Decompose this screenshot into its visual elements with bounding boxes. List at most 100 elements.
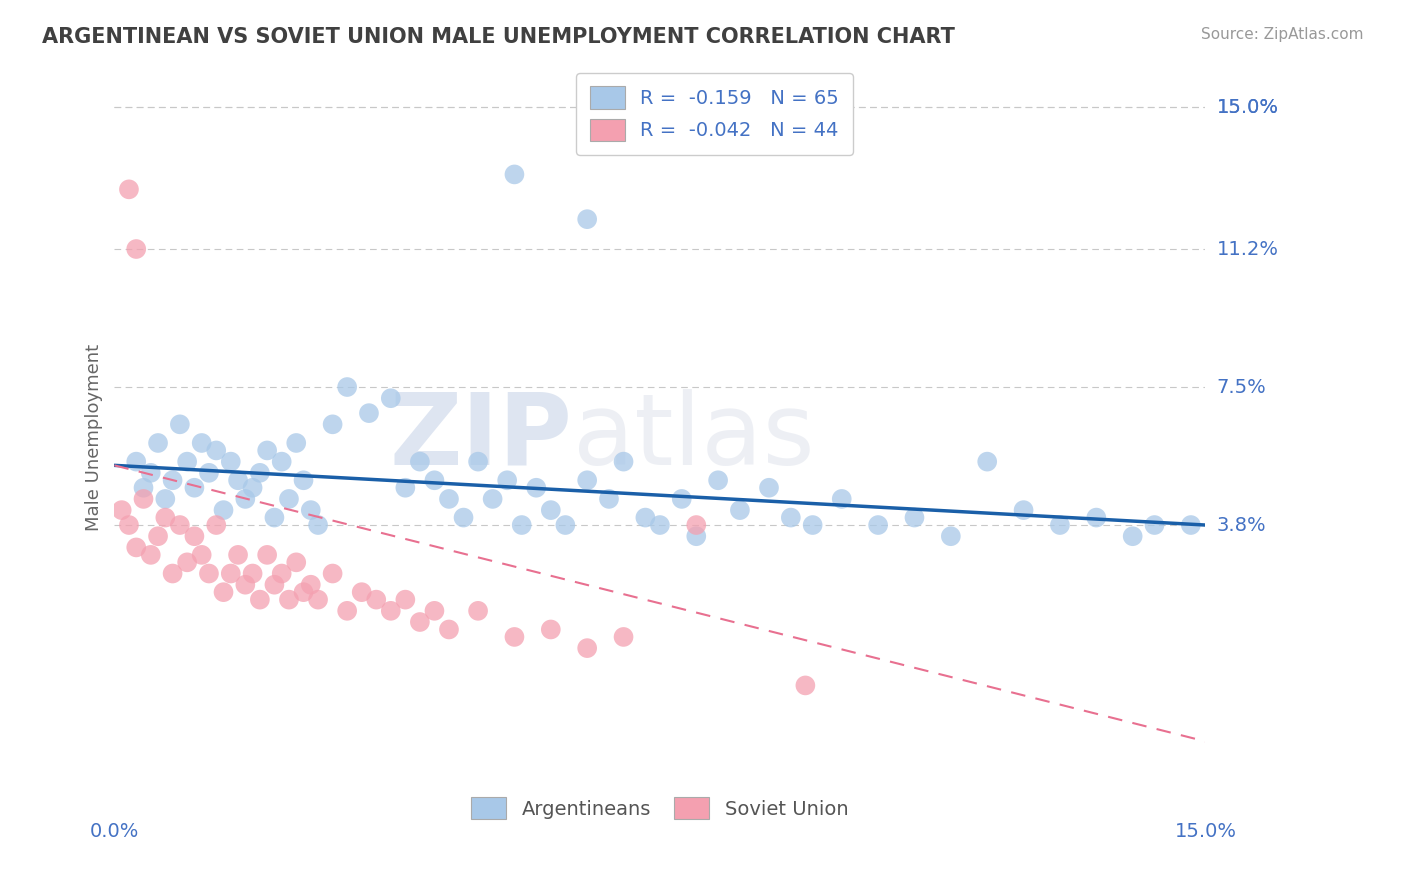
Point [576, 212, 599, 227]
Text: ARGENTINEAN VS SOVIET UNION MALE UNEMPLOYMENT CORRELATION CHART: ARGENTINEAN VS SOVIET UNION MALE UNEMPLO… [42, 27, 955, 46]
Point [598, 491, 620, 506]
Y-axis label: Male Unemployment: Male Unemployment [86, 343, 103, 531]
Point [198, 566, 221, 581]
Point [205, 518, 228, 533]
Point [868, 518, 890, 533]
Point [242, 481, 264, 495]
Point [409, 615, 432, 629]
Point [903, 510, 925, 524]
Point [467, 455, 489, 469]
Point [322, 417, 344, 432]
Point [183, 529, 205, 543]
Point [503, 168, 526, 182]
Point [263, 578, 285, 592]
Point [540, 503, 562, 517]
Point [155, 510, 177, 524]
Point [307, 592, 329, 607]
Point [1122, 529, 1144, 543]
Point [336, 380, 359, 394]
Point [190, 436, 212, 450]
Point [350, 585, 373, 599]
Point [671, 491, 693, 506]
Point [496, 473, 519, 487]
Point [285, 555, 308, 569]
Text: 0.0%: 0.0% [90, 822, 139, 841]
Point [278, 592, 301, 607]
Point [125, 242, 148, 256]
Text: ZIP: ZIP [389, 389, 572, 486]
Point [249, 466, 271, 480]
Point [183, 481, 205, 495]
Point [939, 529, 962, 543]
Point [155, 491, 177, 506]
Point [263, 510, 285, 524]
Point [685, 529, 707, 543]
Point [423, 604, 446, 618]
Point [307, 518, 329, 533]
Point [233, 491, 256, 506]
Point [212, 585, 235, 599]
Point [794, 678, 817, 692]
Text: 11.2%: 11.2% [1216, 240, 1278, 259]
Point [409, 455, 432, 469]
Point [1143, 518, 1166, 533]
Point [510, 518, 533, 533]
Point [118, 182, 141, 196]
Point [976, 455, 998, 469]
Point [233, 578, 256, 592]
Point [132, 491, 155, 506]
Point [554, 518, 576, 533]
Point [111, 503, 134, 517]
Point [380, 604, 402, 618]
Point [779, 510, 801, 524]
Text: Source: ZipAtlas.com: Source: ZipAtlas.com [1201, 27, 1364, 42]
Legend: Argentineans, Soviet Union: Argentineans, Soviet Union [464, 789, 856, 827]
Point [685, 518, 707, 533]
Point [366, 592, 388, 607]
Point [205, 443, 228, 458]
Point [576, 473, 599, 487]
Point [1012, 503, 1035, 517]
Point [801, 518, 824, 533]
Point [242, 566, 264, 581]
Point [146, 436, 169, 450]
Point [198, 466, 221, 480]
Point [162, 473, 184, 487]
Point [256, 548, 278, 562]
Point [1049, 518, 1071, 533]
Point [299, 578, 322, 592]
Text: 7.5%: 7.5% [1216, 377, 1267, 397]
Point [524, 481, 547, 495]
Point [146, 529, 169, 543]
Point [176, 555, 198, 569]
Point [394, 592, 416, 607]
Point [634, 510, 657, 524]
Point [139, 466, 162, 480]
Text: 15.0%: 15.0% [1216, 98, 1278, 117]
Point [299, 503, 322, 517]
Point [322, 566, 344, 581]
Point [292, 585, 315, 599]
Point [270, 566, 292, 581]
Point [612, 455, 634, 469]
Point [437, 491, 460, 506]
Point [357, 406, 380, 420]
Point [256, 443, 278, 458]
Point [162, 566, 184, 581]
Point [132, 481, 155, 495]
Point [648, 518, 671, 533]
Point [612, 630, 634, 644]
Point [831, 491, 853, 506]
Point [226, 473, 249, 487]
Point [336, 604, 359, 618]
Point [292, 473, 315, 487]
Point [226, 548, 249, 562]
Point [249, 592, 271, 607]
Point [219, 455, 242, 469]
Point [576, 641, 599, 656]
Point [467, 604, 489, 618]
Point [139, 548, 162, 562]
Point [728, 503, 751, 517]
Point [169, 417, 191, 432]
Point [125, 541, 148, 555]
